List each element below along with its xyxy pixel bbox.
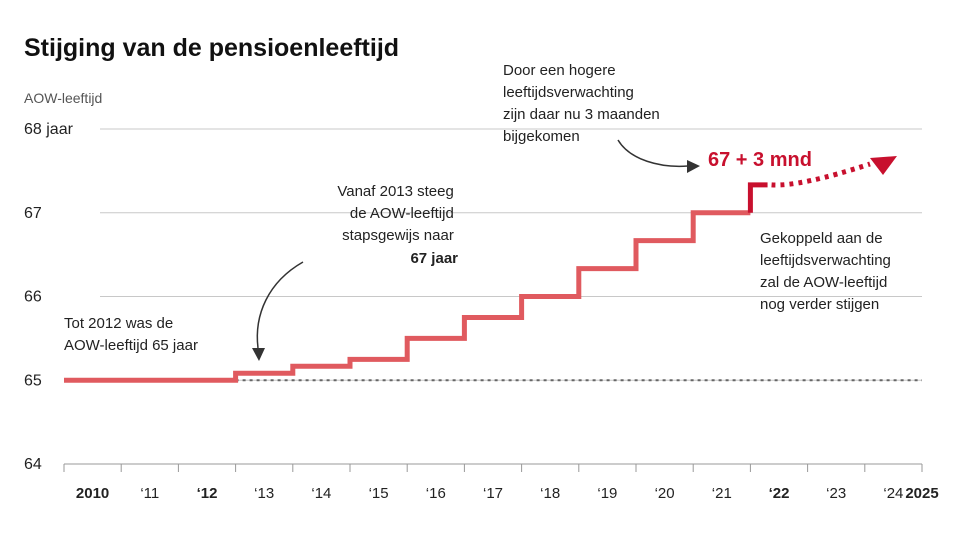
annotation-life-expectancy-line: bijgekomen — [503, 128, 580, 145]
x-tick-label: ‘21 — [712, 485, 732, 502]
y-tick-labels: 64 65 66 67 68 jaar — [24, 121, 74, 473]
annotation-arrows — [252, 139, 700, 361]
arrow-from2013-curve — [256, 261, 304, 349]
data-series — [64, 156, 922, 383]
arrow-life-expectancy-head — [687, 160, 700, 173]
x-tick-label: ‘24 — [883, 485, 903, 502]
annotation-from2013: Vanaf 2013 steeg de AOW-leeftijd stapsge… — [337, 183, 458, 267]
y-tick-label: 64 — [24, 456, 42, 473]
x-axis — [63, 463, 923, 472]
x-tick-label: 2010 — [76, 485, 109, 502]
callout-label: 67 + 3 mnd — [708, 149, 812, 171]
step-line-aow-age — [64, 210, 751, 383]
annotation-from2013-line: stapsgewijs naar — [342, 227, 454, 244]
x-tick-labels: 2010 ‘11 ‘12 ‘13 ‘14 ‘15 ‘16 ‘17 ‘18 ‘19 ‘20 ‘21 ‘22… — [76, 485, 939, 502]
x-tick-label: ‘11 — [140, 485, 159, 502]
x-tick-label: ‘12 — [197, 485, 218, 502]
annotation-future-line: Gekoppeld aan de — [760, 230, 883, 247]
x-tick-label: ‘13 — [254, 485, 274, 502]
y-tick-label: 67 — [24, 205, 42, 222]
y-axis-label: AOW-leeftijd — [24, 90, 102, 106]
x-tick-label: ‘22 — [769, 485, 790, 502]
x-tick-label: ‘18 — [540, 485, 560, 502]
y-tick-label: 65 — [24, 372, 42, 389]
x-tick-label: ‘23 — [826, 485, 846, 502]
arrow-from2013-head — [252, 348, 265, 361]
x-tick-label: ‘15 — [369, 485, 389, 502]
projection-dotted-line — [771, 161, 871, 188]
arrow-life-expectancy-curve — [617, 139, 689, 168]
y-tick-label: 68 jaar — [24, 121, 74, 138]
annotation-life-expectancy-line: zijn daar nu 3 maanden — [503, 106, 660, 123]
annotation-future-line: nog verder stijgen — [760, 296, 879, 313]
annotation-life-expectancy-line: Door een hogere — [503, 62, 616, 79]
x-tick-label: ‘19 — [597, 485, 617, 502]
y-tick-label: 66 — [24, 289, 42, 306]
annotation-from2013-line-bold: 67 jaar — [410, 250, 458, 267]
annotation-life-expectancy-line: leeftijdsverwachting — [503, 84, 634, 101]
annotation-future: Gekoppeld aan de leeftijdsverwachting za… — [760, 230, 895, 313]
annotation-pre2012-line: Tot 2012 was de — [64, 315, 173, 332]
x-tick-label: ‘17 — [483, 485, 503, 502]
step-line-2022-increase — [747, 182, 768, 213]
x-tick-label: 2025 — [905, 485, 938, 502]
annotation-pre2012: Tot 2012 was de AOW-leeftijd 65 jaar — [64, 315, 198, 354]
annotation-future-line: leeftijdsverwachting — [760, 252, 891, 269]
chart-title: Stijging van de pensioenleeftijd — [24, 34, 399, 62]
annotation-future-line: zal de AOW-leeftijd — [760, 274, 887, 291]
x-tick-label: ‘16 — [426, 485, 446, 502]
annotation-life-expectancy: Door een hogere leeftijdsverwachting zij… — [503, 62, 664, 145]
annotation-pre2012-line: AOW-leeftijd 65 jaar — [64, 337, 198, 354]
annotation-from2013-line: Vanaf 2013 steeg — [337, 183, 453, 200]
x-tick-label: ‘20 — [655, 485, 675, 502]
x-tick-label: ‘14 — [311, 485, 331, 502]
projection-arrowhead — [870, 156, 897, 175]
annotation-from2013-line: de AOW-leeftijd — [350, 205, 454, 222]
